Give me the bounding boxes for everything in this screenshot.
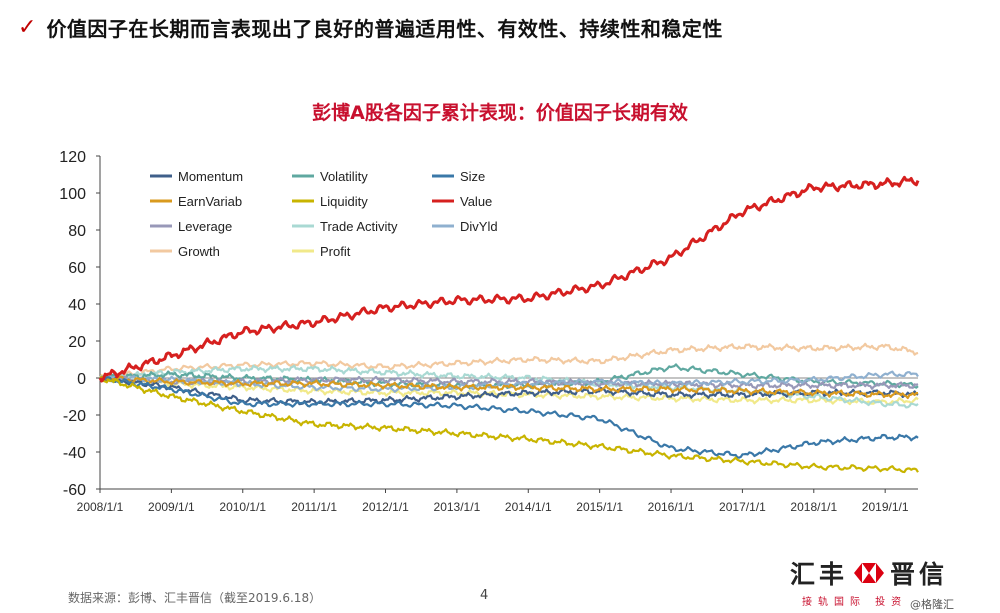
slide-title: 价值因子在长期而言表现出了良好的普遍适用性、有效性、持续性和稳定性	[46, 16, 723, 41]
logo-text-left: 汇丰	[790, 560, 849, 589]
x-tick-label: 2008/1/1	[77, 500, 124, 514]
legend-label: Profit	[320, 244, 351, 259]
legend-label: Liquidity	[320, 194, 368, 209]
y-tick-label: 120	[59, 149, 86, 166]
legend-label: Value	[460, 194, 492, 209]
factor-line-chart: -60 -40 -20 0 20 40 60 80 100 120 2008/1/1 2009/1/1…	[59, 149, 920, 514]
x-tick-label: 2018/1/1	[790, 500, 837, 514]
hsbc-hexagon-icon	[854, 563, 885, 583]
series-line-earnvariab	[99, 375, 918, 400]
y-tick-label: 40	[68, 297, 86, 314]
x-tick-label: 2015/1/1	[576, 500, 623, 514]
legend-label: Growth	[178, 244, 220, 259]
x-tick-label: 2014/1/1	[505, 500, 552, 514]
legend-label: DivYld	[460, 219, 498, 234]
series-line-value	[98, 175, 920, 383]
y-tick-label: 60	[68, 260, 86, 277]
legend-label: Momentum	[178, 169, 243, 184]
chart-title: 彭博A股各因子累计表现：价值因子长期有效	[312, 102, 688, 124]
x-tick-label: 2012/1/1	[362, 500, 409, 514]
legend-label: Size	[460, 169, 485, 184]
y-tick-label: 0	[77, 371, 86, 388]
logo-subtitle: 接轨国际 投资	[802, 597, 908, 608]
watermark: @格隆汇	[910, 598, 954, 611]
x-tick-label: 2011/1/1	[291, 500, 337, 514]
series-line-liquidity	[99, 376, 919, 474]
slide-header: ✓ 价值因子在长期而言表现出了良好的普遍适用性、有效性、持续性和稳定性	[18, 12, 723, 42]
series-line-size	[99, 376, 919, 459]
x-tick-label: 2017/1/1	[719, 500, 766, 514]
legend-label: Volatility	[320, 169, 368, 184]
x-tick-label: 2013/1/1	[434, 500, 481, 514]
company-logo: 汇丰 晋信 接轨国际 投资	[790, 555, 980, 610]
y-tick-label: 20	[68, 334, 86, 351]
legend-label: Trade Activity	[320, 219, 398, 234]
x-tick-label: 2019/1/1	[862, 500, 909, 514]
checkmark-icon: ✓	[18, 14, 37, 40]
y-tick-label: 100	[59, 186, 86, 203]
series-line-growth	[99, 342, 919, 381]
y-tick-label: -60	[63, 482, 86, 499]
y-tick-label: 80	[68, 223, 86, 240]
data-source-note: 数据来源：彭博、汇丰晋信（截至2019.6.18）	[68, 591, 322, 605]
x-tick-label: 2009/1/1	[148, 500, 195, 514]
x-tick-label: 2010/1/1	[219, 500, 266, 514]
legend-label: Leverage	[178, 219, 232, 234]
logo-text-right: 晋信	[890, 560, 949, 589]
y-tick-label: -20	[63, 408, 86, 425]
legend-label: EarnVariab	[178, 194, 242, 209]
y-tick-label: -40	[63, 445, 86, 462]
page-number: 4	[480, 588, 489, 603]
x-tick-label: 2016/1/1	[648, 500, 695, 514]
